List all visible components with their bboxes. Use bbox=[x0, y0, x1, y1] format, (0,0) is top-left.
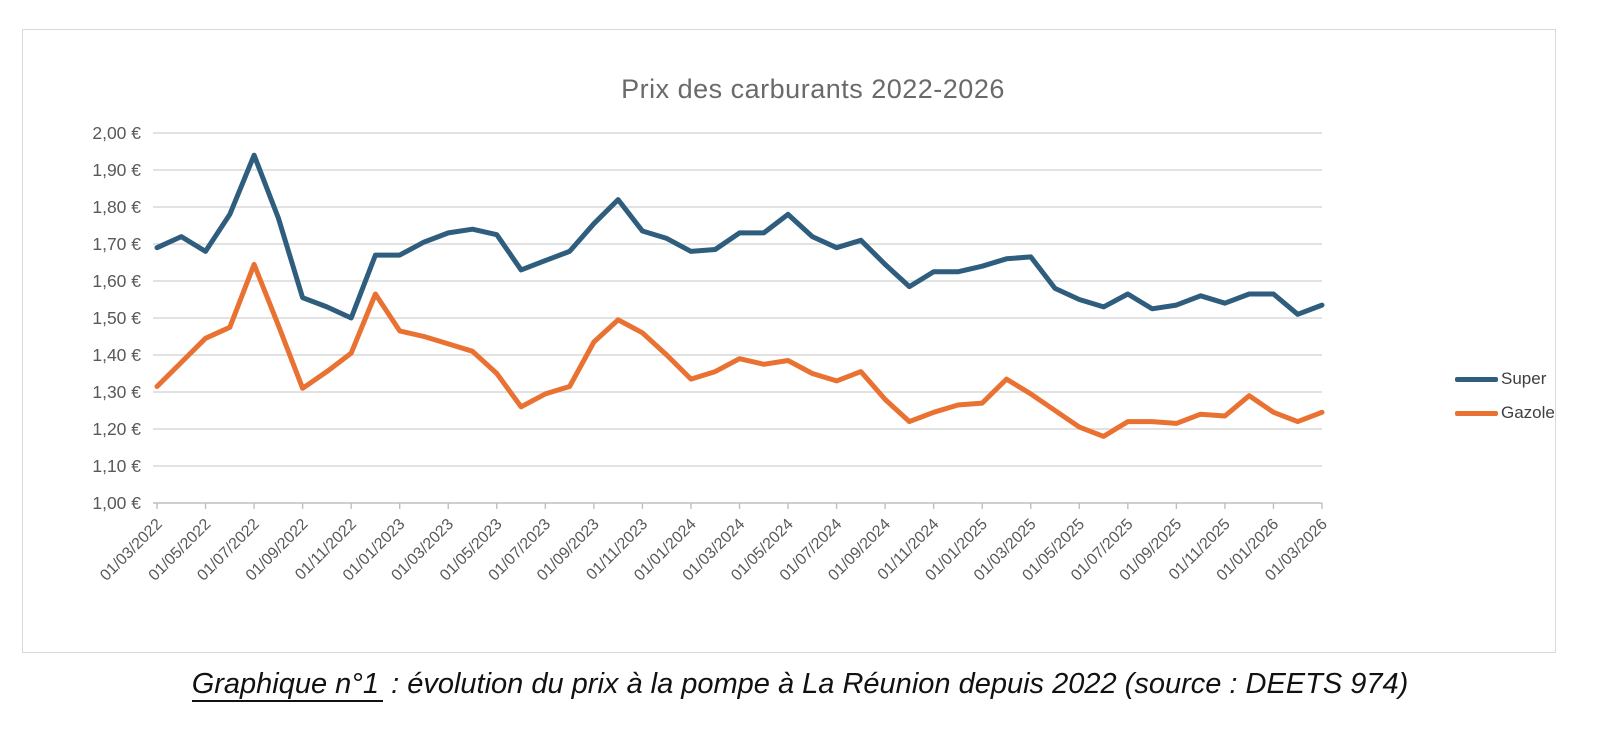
y-axis-tick-label: 1,80 € bbox=[92, 197, 141, 217]
legend-item-gazole: Gazole bbox=[1455, 402, 1555, 424]
legend-label-gazole: Gazole bbox=[1501, 403, 1555, 422]
gazole-series-line bbox=[154, 261, 1325, 439]
y-axis-tick-label: 1,00 € bbox=[92, 493, 141, 513]
y-axis-tick-label: 1,90 € bbox=[92, 160, 141, 180]
y-axis-tick-label: 1,30 € bbox=[92, 382, 141, 402]
y-axis-tick-label: 1,60 € bbox=[92, 271, 141, 291]
y-axis-tick-label: 1,40 € bbox=[92, 345, 141, 365]
super-line-swatch-icon bbox=[1455, 376, 1498, 382]
caption-text: : évolution du prix à la pompe à La Réun… bbox=[383, 668, 1409, 700]
y-axis-tick-label: 1,50 € bbox=[92, 308, 141, 328]
chart-legend: Super Gazole bbox=[1455, 368, 1555, 436]
caption-lead: Graphique n°1 bbox=[191, 668, 384, 702]
gazole-line-swatch-icon bbox=[1455, 410, 1498, 416]
y-axis-tick-label: 1,20 € bbox=[92, 419, 141, 439]
legend-label-super: Super bbox=[1501, 369, 1547, 388]
y-axis-tick-label: 1,10 € bbox=[92, 456, 141, 476]
y-axis-tick-label: 2,00 € bbox=[92, 123, 141, 143]
legend-item-super: Super bbox=[1455, 368, 1555, 390]
figure-caption: Graphique n°1 : évolution du prix à la p… bbox=[0, 668, 1600, 702]
super-series-line bbox=[154, 152, 1325, 321]
y-axis-tick-label: 1,70 € bbox=[92, 234, 141, 254]
chart-title: Prix des carburants 2022-2026 bbox=[621, 74, 1005, 104]
